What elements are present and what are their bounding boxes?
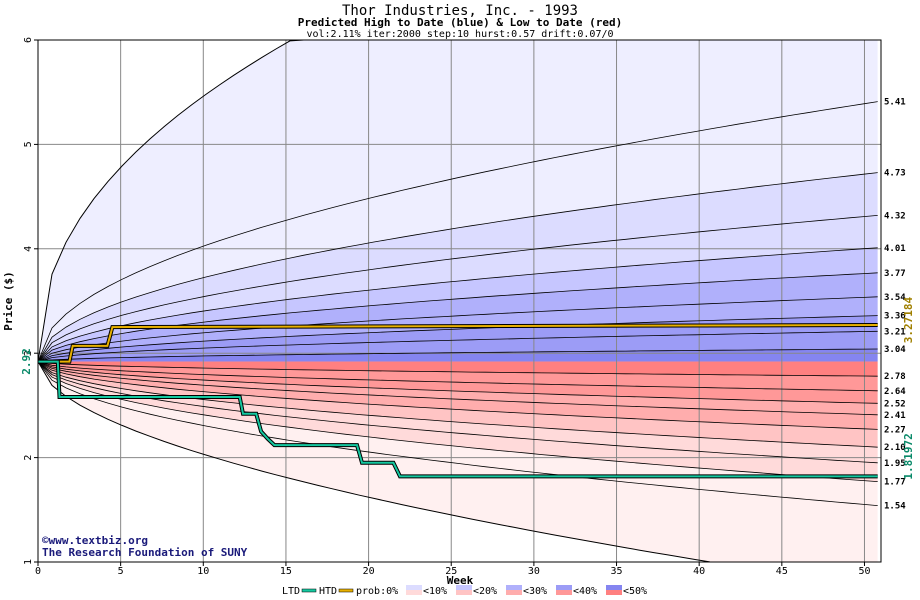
legend-ltd-label: LTD [282, 586, 300, 597]
x-tick-label: 45 [776, 566, 788, 577]
legend-band-swatch-red [506, 590, 522, 595]
legend-htd-swatch [338, 588, 354, 593]
percentile-end-label: 3.77 [884, 269, 906, 279]
legend-band-swatch-blue [606, 585, 622, 590]
percentile-end-label: 2.41 [884, 411, 906, 421]
x-tick-label: 20 [363, 566, 375, 577]
legend-htd-label: HTD [319, 586, 337, 597]
legend-ltd-swatch [301, 588, 317, 593]
percentile-lines [37, 39, 878, 563]
percentile-end-label: 3.36 [884, 312, 906, 322]
percentile-line [37, 361, 878, 506]
red-band [38, 361, 878, 377]
x-tick-labels: 0 5 10 15 20 25 30 35 40 45 50 [35, 562, 870, 577]
percentile-end-labels: 5.41 4.73 4.32 4.01 3.77 3.54 3.36 3.21 3.04 2.78… [884, 98, 906, 512]
x-tick-label: 30 [528, 566, 540, 577]
percentile-end-label: 1.77 [884, 478, 906, 488]
legend-band-label: <40% [573, 586, 597, 597]
legend-band-swatch-red [556, 590, 572, 595]
percentile-end-label: 2.10 [884, 443, 906, 453]
probability-bands [38, 40, 881, 562]
htd-line [38, 324, 878, 363]
percentile-end-label: 4.01 [884, 244, 906, 254]
y-tick-label: 5 [23, 141, 34, 147]
y-tick-labels: 1 2 3 4 5 6 [23, 37, 38, 565]
legend-band-label: <20% [473, 586, 497, 597]
percentile-end-label: 5.41 [884, 98, 906, 108]
blue-band [38, 349, 878, 362]
ltd-line [38, 360, 878, 478]
grid [38, 40, 881, 562]
chart-subtitle: Predicted High to Date (blue) & Low to D… [298, 16, 623, 29]
percentile-end-label: 2.52 [884, 399, 906, 409]
percentile-line [37, 361, 878, 416]
x-tick-label: 15 [280, 566, 292, 577]
y-tick-label: 4 [23, 246, 34, 252]
percentile-end-label: 4.73 [884, 169, 906, 179]
percentile-line [37, 361, 878, 377]
percentile-line [37, 361, 878, 464]
legend-band-label: <50% [623, 586, 647, 597]
legend-band-swatch-red [456, 590, 472, 595]
percentile-line [37, 101, 878, 362]
legend-prob-label: prob:0% [356, 586, 398, 597]
credit-line-2: The Research Foundation of SUNY [42, 546, 248, 559]
percentile-line [37, 361, 878, 482]
plot-frame [37, 39, 882, 563]
legend-band-swatch-blue [556, 585, 572, 590]
x-tick-label: 35 [611, 566, 623, 577]
percentile-line [37, 215, 878, 362]
percentile-end-label: 3.21 [884, 327, 906, 337]
y-tick-label: 2 [23, 455, 34, 461]
percentile-end-label: 2.78 [884, 372, 906, 382]
y-tick-label: 6 [23, 37, 34, 43]
x-tick-label: 5 [118, 566, 124, 577]
percentile-line [37, 361, 878, 430]
percentile-line [37, 296, 878, 362]
chart-params: vol:2.11% iter:2000 step:10 hurst:0.57 d… [306, 29, 613, 40]
legend-band-swatch-red [606, 590, 622, 595]
x-axis-label: Week [447, 574, 474, 587]
legend: LTD HTD prob:0% <10% <20% <30% <40% <50% [282, 585, 647, 597]
percentile-line [37, 348, 878, 362]
legend-band-label: <10% [423, 586, 447, 597]
percentile-line [37, 330, 878, 362]
legend-band-swatch-blue [506, 585, 522, 590]
y-axis-label: Price ($) [2, 271, 15, 331]
percentile-line [37, 315, 878, 362]
htd-end-label: 3.27184 [902, 296, 915, 343]
percentile-end-label: 3.04 [884, 345, 906, 355]
percentile-end-label: 1.95 [884, 459, 906, 469]
start-price-label: 2.92 [20, 348, 33, 375]
percentile-line [37, 172, 878, 362]
x-tick-label: 0 [35, 566, 41, 577]
right-margin [877, 40, 881, 562]
percentile-end-label: 4.32 [884, 211, 906, 221]
percentile-line [37, 361, 878, 404]
legend-band-swatch-blue [406, 585, 422, 590]
x-tick-label: 50 [858, 566, 870, 577]
x-tick-label: 25 [445, 566, 457, 577]
y-tick-label: 1 [23, 559, 34, 565]
percentile-end-label: 2.64 [884, 387, 906, 397]
x-tick-label: 40 [693, 566, 705, 577]
chart-title: Thor Industries, Inc. - 1993 [342, 3, 578, 19]
y-tick-label: 3 [23, 350, 34, 356]
legend-band-swatch-blue [456, 585, 472, 590]
x-tick-label: 10 [197, 566, 209, 577]
ltd-end-label: 1.81972 [902, 433, 915, 479]
percentile-end-label: 1.54 [884, 502, 906, 512]
percentile-end-label: 3.54 [884, 293, 906, 303]
percentile-end-label: 2.27 [884, 425, 906, 435]
percentile-line [37, 361, 878, 392]
legend-band-label: <30% [523, 586, 547, 597]
series-lines [38, 323, 878, 479]
credit-line-1: ©www.textbiz.org [42, 534, 148, 547]
percentile-line [37, 247, 878, 362]
legend-band-swatch-red [406, 590, 422, 595]
